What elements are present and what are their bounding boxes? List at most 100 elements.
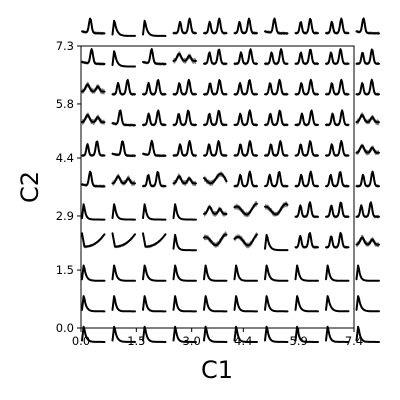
series-line bbox=[172, 140, 197, 157]
curve-cell bbox=[81, 231, 106, 249]
curve-cell bbox=[203, 325, 228, 343]
series-line bbox=[325, 325, 350, 343]
series-line bbox=[172, 203, 197, 221]
series-line bbox=[264, 109, 289, 126]
curve-cell bbox=[172, 139, 197, 158]
series-line bbox=[111, 295, 136, 313]
curve-cell bbox=[325, 231, 350, 249]
curve-cell bbox=[264, 17, 289, 36]
curve-cell bbox=[142, 109, 167, 127]
x-tick-label: 3.0 bbox=[183, 334, 201, 348]
series-line bbox=[294, 170, 319, 188]
curve-cell bbox=[294, 295, 319, 313]
series-line bbox=[203, 110, 228, 126]
curve-cell bbox=[355, 264, 380, 282]
curve-cell bbox=[233, 325, 258, 343]
curve-cell bbox=[111, 232, 136, 249]
series-line bbox=[264, 48, 289, 65]
curve-cell bbox=[172, 325, 197, 343]
series-line bbox=[81, 83, 106, 93]
series-line bbox=[172, 78, 197, 96]
curve-cell bbox=[111, 325, 136, 343]
curve-cell bbox=[172, 51, 197, 65]
series-line bbox=[203, 264, 228, 282]
curve-cell bbox=[142, 295, 167, 313]
curve-cell bbox=[325, 264, 350, 282]
curve-cell bbox=[233, 109, 258, 127]
series-line bbox=[233, 17, 258, 35]
x-tick-label: 7.4 bbox=[345, 334, 363, 348]
series-line bbox=[142, 264, 167, 282]
curve-cell bbox=[203, 204, 228, 217]
curve-cell bbox=[325, 295, 350, 313]
curve-cell bbox=[111, 109, 136, 127]
curve-cell bbox=[81, 112, 106, 126]
series-line bbox=[355, 201, 380, 218]
series-line bbox=[111, 19, 136, 37]
curve-cell bbox=[294, 109, 319, 127]
curve-cell bbox=[142, 47, 167, 66]
series-line bbox=[111, 203, 136, 221]
curve-cell bbox=[355, 112, 380, 126]
curve-cell bbox=[203, 16, 228, 35]
series-line bbox=[81, 114, 106, 124]
series-line bbox=[233, 109, 258, 126]
series-line bbox=[294, 140, 319, 157]
series-line bbox=[203, 205, 228, 215]
curve-cell bbox=[264, 264, 289, 282]
curve-cell bbox=[355, 48, 380, 66]
series-line bbox=[264, 295, 289, 313]
series-line bbox=[142, 79, 167, 96]
curve-cell bbox=[355, 295, 380, 313]
curve-cell bbox=[264, 139, 289, 158]
curve-cell bbox=[325, 325, 350, 343]
x-axis: 0.0 1.5 3.0 4.4 5.9 7.4 bbox=[72, 328, 363, 348]
curve-cell bbox=[142, 203, 167, 221]
series-line bbox=[172, 295, 197, 313]
series-line bbox=[81, 203, 106, 221]
series-line bbox=[355, 236, 380, 246]
curve-cell bbox=[264, 47, 289, 66]
series-line bbox=[233, 264, 258, 282]
curve-cell bbox=[264, 170, 289, 188]
series-line bbox=[264, 78, 289, 96]
series-line bbox=[355, 264, 380, 282]
series-line bbox=[111, 232, 136, 248]
series-line bbox=[142, 295, 167, 313]
y-tick-label: 7.3 bbox=[56, 39, 74, 53]
series-line bbox=[325, 171, 350, 188]
x-tick-label: 0.0 bbox=[72, 334, 90, 348]
curve-cell bbox=[233, 200, 258, 218]
curve-cell bbox=[172, 203, 197, 221]
series-line bbox=[294, 18, 319, 35]
curve-cell bbox=[264, 325, 289, 343]
curve-cell bbox=[294, 264, 319, 282]
series-line bbox=[203, 48, 228, 65]
series-line bbox=[264, 171, 289, 188]
curve-cell bbox=[142, 139, 167, 158]
y-tick-label: 0.0 bbox=[56, 321, 74, 335]
series-line bbox=[233, 325, 258, 343]
curve-cell bbox=[233, 78, 258, 97]
curve-cell bbox=[233, 295, 258, 313]
y-tick-label: 2.9 bbox=[56, 209, 74, 223]
series-line bbox=[264, 264, 289, 282]
series-line bbox=[142, 48, 167, 65]
series-line bbox=[172, 109, 197, 126]
series-line bbox=[203, 295, 228, 313]
curve-cell bbox=[81, 81, 106, 95]
series-line bbox=[81, 48, 106, 65]
curve-cell bbox=[111, 203, 136, 221]
curve-cell bbox=[81, 47, 106, 66]
curve-cell bbox=[294, 139, 319, 158]
series-line bbox=[233, 79, 258, 96]
curve-cell bbox=[325, 171, 350, 188]
series-line bbox=[203, 172, 228, 185]
curve-cell bbox=[81, 140, 106, 158]
series-line bbox=[325, 17, 350, 35]
curve-cell bbox=[264, 78, 289, 97]
series-line bbox=[203, 140, 228, 157]
curve-cell bbox=[172, 17, 197, 35]
y-tick-label: 4.4 bbox=[56, 151, 74, 165]
curve-cell bbox=[172, 109, 197, 127]
